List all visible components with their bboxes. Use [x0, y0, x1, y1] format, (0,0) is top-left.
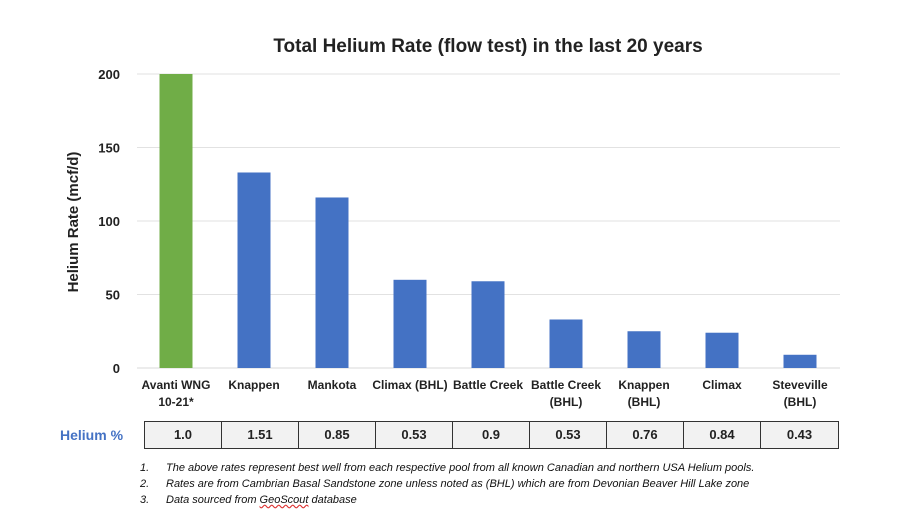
x-category-label: Climax: [702, 378, 742, 392]
x-category-label: (BHL): [628, 395, 661, 409]
y-tick-label: 150: [98, 141, 120, 156]
footnote-number: 3.: [140, 494, 150, 506]
bar: [393, 279, 427, 368]
footnote-number: 2.: [140, 478, 150, 490]
footnote-number: 1.: [140, 462, 150, 474]
y-tick-label: 0: [113, 361, 120, 376]
footnotes: 1. The above rates represent best well fr…: [140, 460, 754, 508]
helium-percent-cell: 0.53: [376, 422, 453, 448]
bar: [549, 319, 583, 368]
y-tick-label: 100: [98, 214, 120, 229]
bar: [705, 332, 739, 368]
footnote: 1. The above rates represent best well fr…: [140, 460, 754, 476]
footnote: 2. Rates are from Cambrian Basal Sandston…: [140, 476, 754, 492]
bar: [471, 281, 505, 368]
helium-rate-bar-chart: Total Helium Rate (flow test) in the las…: [65, 36, 840, 409]
helium-percent-cell: 1.0: [145, 422, 222, 448]
x-category-label: Avanti WNG: [142, 378, 211, 392]
x-axis-category-labels: Avanti WNG 10-21* Knappen Mankota Climax (BH…: [142, 378, 828, 409]
helium-percent-row: Helium % 1.0 1.51 0.85 0.53 0.9 0.53 0.7…: [60, 420, 839, 450]
bar: [159, 74, 193, 368]
footnote: 3. Data sourced from GeoScout database: [140, 492, 754, 508]
helium-percent-cell: 0.76: [607, 422, 684, 448]
x-category-label: (BHL): [550, 395, 583, 409]
y-axis-label: Helium Rate (mcf/d): [65, 152, 82, 293]
chart-title: Total Helium Rate (flow test) in the las…: [273, 36, 702, 57]
y-tick-label: 200: [98, 67, 120, 82]
bar: [237, 172, 271, 368]
footnote-text: Rates are from Cambrian Basal Sandstone …: [166, 478, 750, 490]
helium-percent-cell: 0.85: [299, 422, 376, 448]
bars: [159, 74, 817, 368]
helium-percent-label: Helium %: [60, 427, 124, 443]
y-tick-label: 50: [106, 288, 120, 303]
bar: [627, 331, 661, 368]
helium-percent-cell: 0.53: [530, 422, 607, 448]
helium-percent-cell: 0.43: [761, 422, 838, 448]
footnote-text: Data sourced from: [166, 494, 260, 506]
x-category-label: Steveville: [772, 378, 828, 392]
bar: [783, 354, 817, 368]
x-category-label: Climax (BHL): [372, 378, 447, 392]
helium-percent-cell: 1.51: [222, 422, 299, 448]
footnote-text-end: database: [308, 494, 357, 506]
helium-percent-cell: 0.9: [453, 422, 530, 448]
x-category-label: Knappen: [228, 378, 279, 392]
x-category-label: 10-21*: [158, 395, 194, 409]
bar: [315, 197, 349, 368]
x-category-label: Mankota: [308, 378, 357, 392]
x-category-label: Knappen: [618, 378, 669, 392]
x-category-label: Battle Creek: [531, 378, 601, 392]
helium-percent-table: 1.0 1.51 0.85 0.53 0.9 0.53 0.76 0.84 0.…: [144, 421, 839, 449]
helium-percent-cell: 0.84: [684, 422, 761, 448]
x-category-label: Battle Creek: [453, 378, 523, 392]
x-category-label: (BHL): [784, 395, 817, 409]
footnote-text: The above rates represent best well from…: [166, 462, 755, 474]
y-axis-ticks: 0 50 100 150 200: [98, 67, 120, 376]
footnote-source-name: GeoScout: [259, 494, 309, 506]
